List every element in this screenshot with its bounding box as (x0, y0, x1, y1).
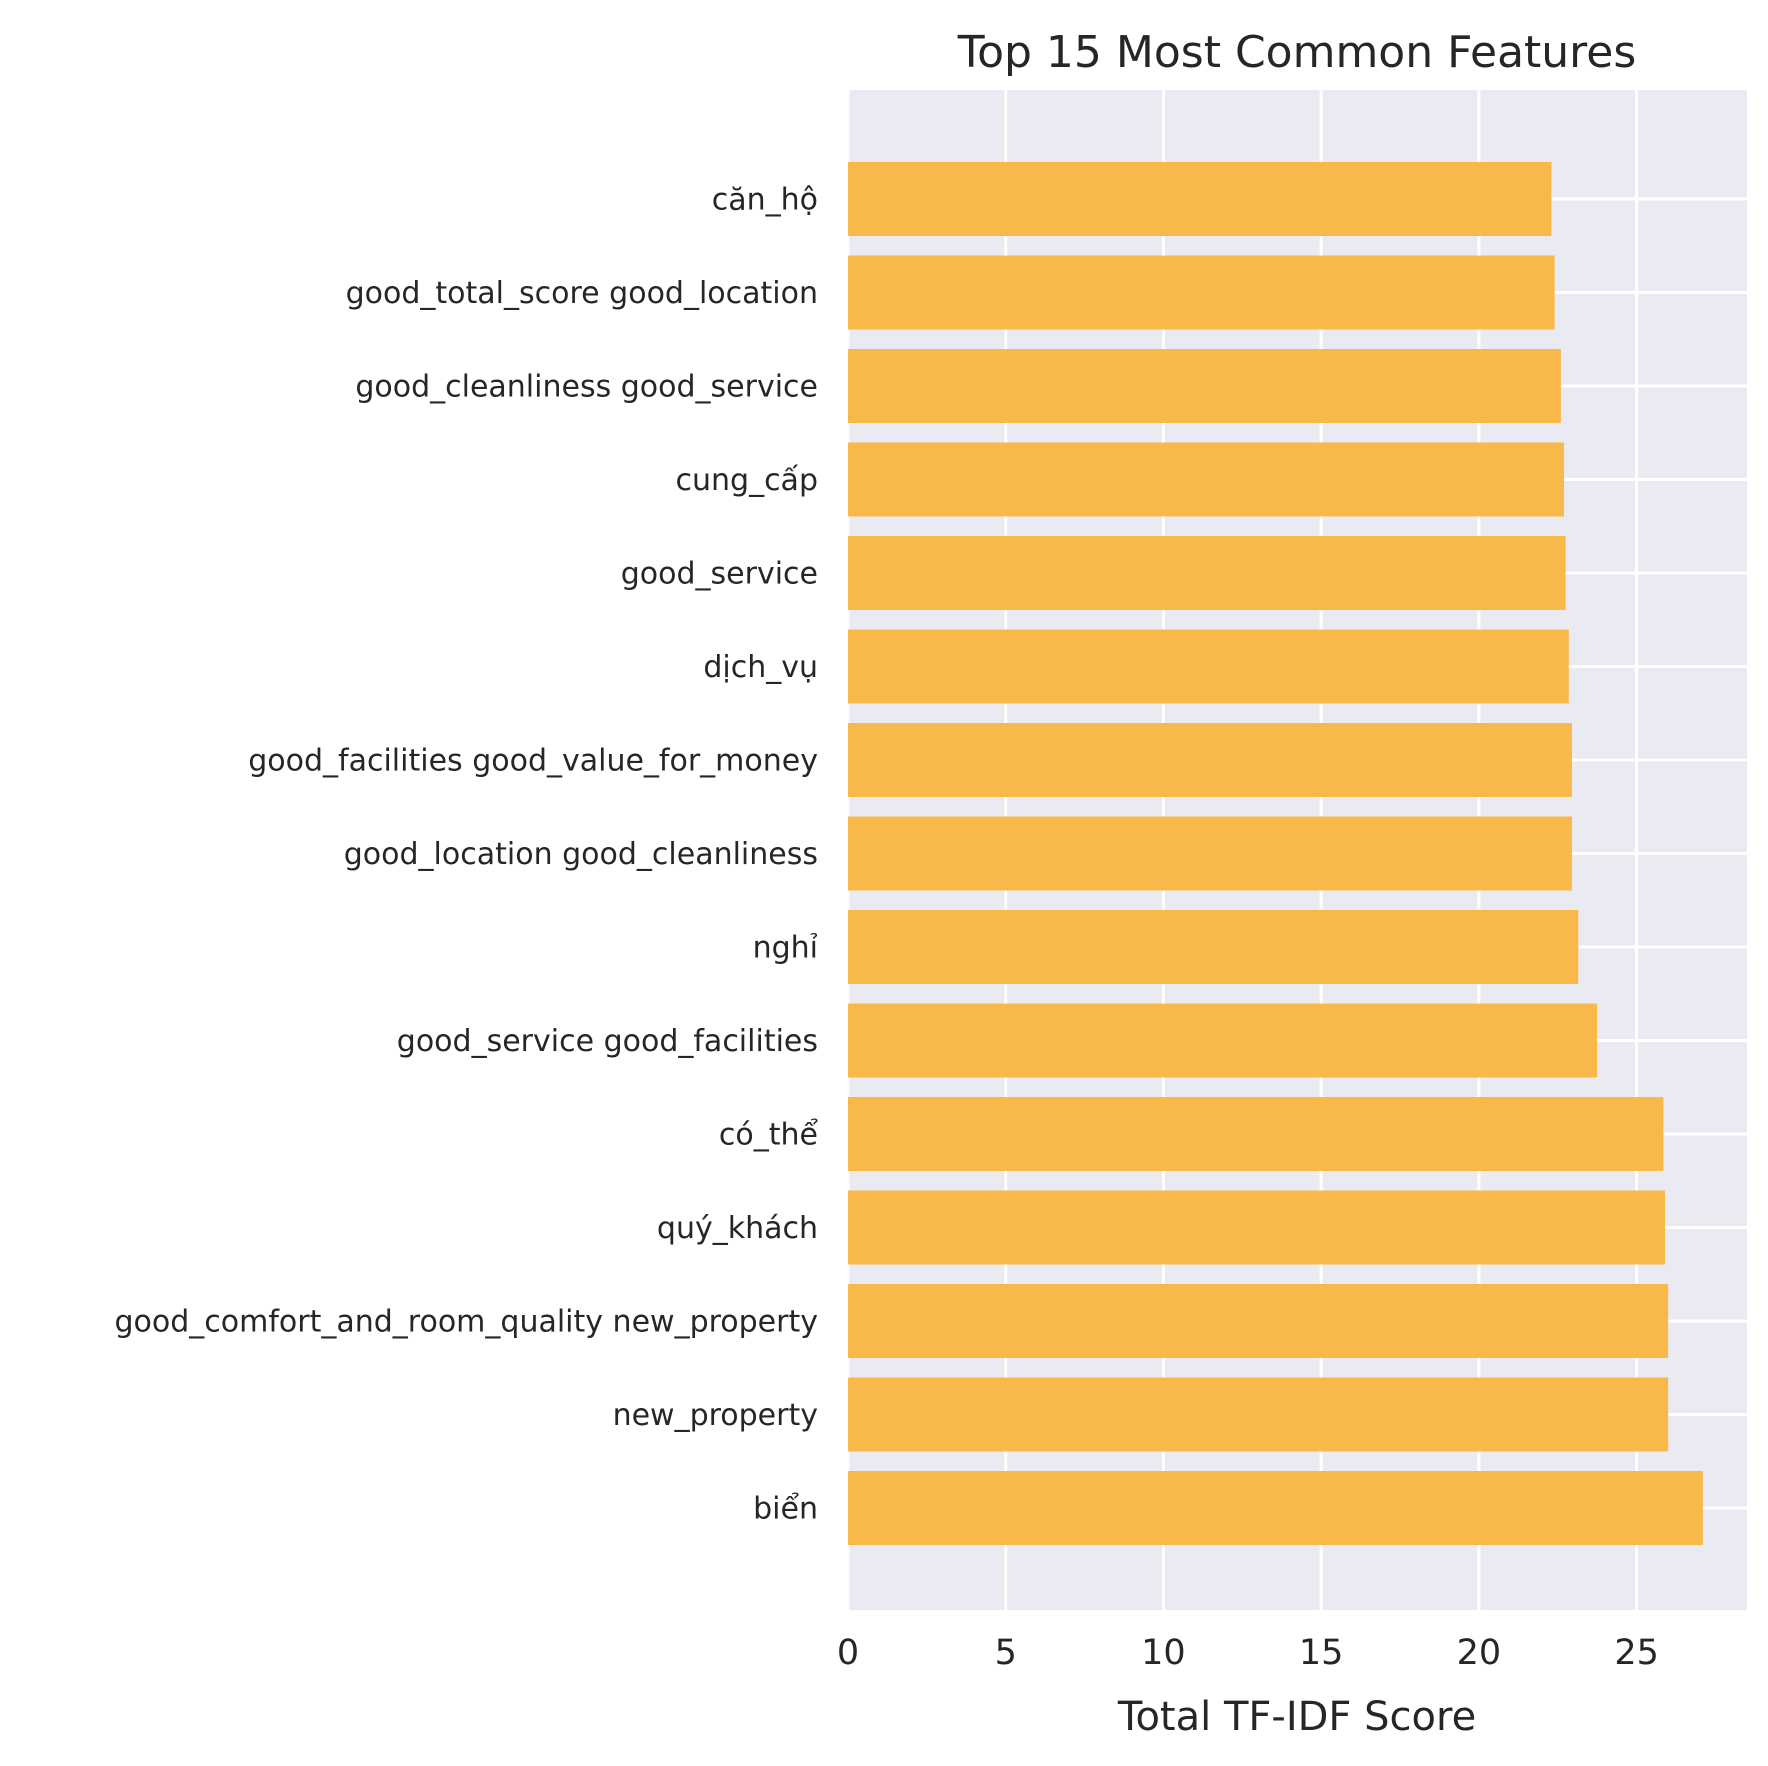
x-tick-labels: 0 5 10 15 20 25 (837, 1633, 1659, 1673)
bar (848, 1190, 1665, 1265)
bar (848, 442, 1565, 517)
x-tick-label: 10 (1141, 1633, 1186, 1673)
y-tick-label: nghỉ (753, 931, 818, 966)
y-tick-label: biển (753, 1491, 818, 1527)
y-tick-label: quý_khách (657, 1211, 818, 1246)
x-tick-label: 20 (1457, 1633, 1502, 1673)
y-tick-label: good_service good_facilities (397, 1024, 818, 1059)
y-tick-label: good_location good_cleanliness (344, 837, 818, 872)
y-tick-label: good_total_score good_location (346, 276, 818, 311)
chart-title: Top 15 Most Common Features (957, 27, 1637, 78)
bars (848, 162, 1703, 1545)
bar (848, 1471, 1703, 1545)
bar (848, 162, 1552, 236)
y-tick-label: căn_hộ (712, 183, 818, 218)
y-tick-labels: căn_hộ good_total_score good_locationgood… (114, 183, 818, 1527)
bar (848, 349, 1561, 423)
y-tick-label: good_service (621, 557, 818, 592)
x-tick-label: 25 (1614, 1633, 1659, 1673)
bar (848, 1003, 1598, 1078)
y-tick-label: new_property (613, 1398, 818, 1433)
y-tick-label: good_comfort_and_room_quality new_proper… (114, 1305, 818, 1340)
bar (848, 723, 1572, 797)
y-tick-label: cung_cấp (676, 463, 819, 498)
bar (848, 1377, 1669, 1452)
bar (848, 255, 1555, 330)
y-tick-label: good_cleanliness good_service (355, 370, 818, 405)
bar (848, 1284, 1669, 1358)
bar (848, 910, 1579, 984)
x-tick-label: 5 (995, 1633, 1017, 1673)
x-tick-label: 15 (1299, 1633, 1344, 1673)
x-axis-label: Total TF-IDF Score (1117, 1694, 1476, 1740)
y-tick-label: dịch_vụ (703, 650, 818, 685)
y-tick-label: có_thể (719, 1117, 819, 1153)
bar (848, 816, 1572, 891)
y-tick-label: good_facilities good_value_for_money (248, 744, 818, 779)
x-tick-label: 0 (837, 1633, 859, 1673)
bar (848, 536, 1566, 610)
bar (848, 1097, 1664, 1171)
bar (848, 629, 1569, 704)
